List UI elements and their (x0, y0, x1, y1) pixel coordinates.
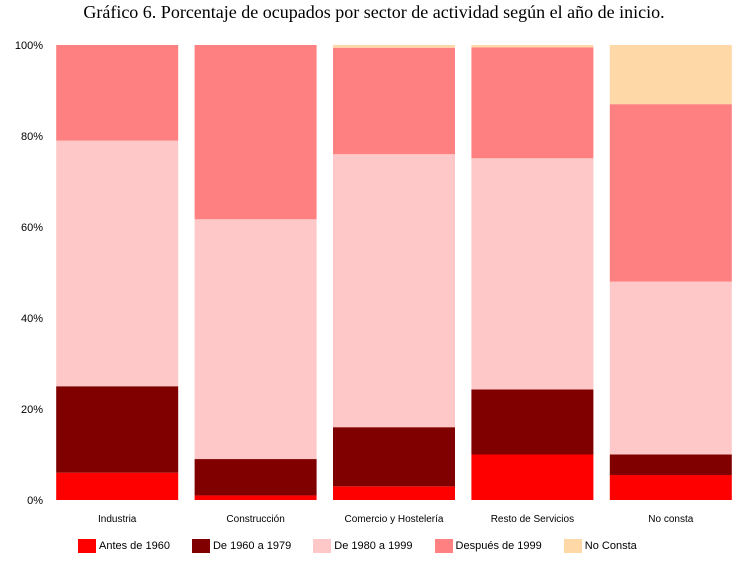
bar-segment (333, 45, 455, 48)
bar-segment (609, 454, 732, 475)
legend-label: No Consta (584, 540, 637, 552)
y-axis-ticks: 0% 20% 40% 60% 80% 100% (15, 40, 43, 507)
bar-segment (333, 486, 455, 500)
bar-segment (471, 45, 594, 48)
legend-swatch (313, 539, 332, 553)
legend-label: Después de 1999 (455, 540, 542, 552)
bar-segment (194, 495, 317, 500)
bar-segment (471, 389, 594, 455)
bar-segment (609, 104, 732, 282)
y-tick-label: 60% (21, 222, 43, 234)
legend-item: No Consta (563, 539, 637, 553)
bar-segment (56, 45, 179, 141)
y-tick-label: 80% (21, 131, 43, 143)
legend-item: De 1960 a 1979 (191, 539, 292, 553)
x-tick-label: Industria (98, 514, 137, 525)
bar-segment (56, 386, 179, 473)
bar-segment (471, 158, 594, 390)
bar-segment (56, 140, 179, 387)
bar-segment (333, 47, 455, 155)
legend-swatch (434, 539, 453, 553)
x-axis-ticks: Industria Construcción Comercio y Hosteler… (98, 514, 694, 525)
bar-segment (609, 474, 732, 500)
bar-segment (471, 47, 594, 159)
y-tick-label: 100% (15, 40, 43, 52)
bar-segment (333, 427, 455, 487)
legend-swatch (563, 539, 582, 553)
legend-item: De 1980 a 1999 (313, 539, 413, 553)
x-tick-label: Construcción (226, 514, 284, 525)
x-tick-label: Comercio y Hostelería (345, 514, 444, 525)
legend-swatch (78, 539, 96, 553)
x-tick-label: Resto de Servicios (491, 514, 574, 525)
legend-swatch (191, 539, 210, 553)
bar-segment (194, 459, 317, 496)
bar-segment (194, 219, 317, 460)
x-tick-label: No consta (648, 514, 693, 525)
legend-item: Después de 1999 (434, 539, 542, 553)
legend-label: De 1960 a 1979 (212, 540, 292, 552)
legend-label: Antes de 1960 (99, 540, 170, 552)
bars (56, 45, 732, 500)
chart-title: Gráfico 6. Porcentaje de ocupados por se… (83, 2, 665, 22)
bar-segment (56, 472, 179, 500)
bar-segment (609, 281, 732, 455)
bar-segment (333, 154, 455, 428)
legend-item: Antes de 1960 (78, 539, 170, 553)
bar-segment (194, 45, 317, 220)
y-tick-label: 20% (21, 404, 43, 416)
bar-segment (471, 454, 594, 500)
bar-segment (609, 45, 732, 105)
legend: Antes de 1960 De 1960 a 1979 De 1980 a 199… (78, 539, 659, 553)
legend-label: De 1980 a 1999 (334, 540, 413, 552)
y-tick-label: 40% (21, 313, 43, 325)
y-tick-label: 0% (27, 495, 43, 507)
